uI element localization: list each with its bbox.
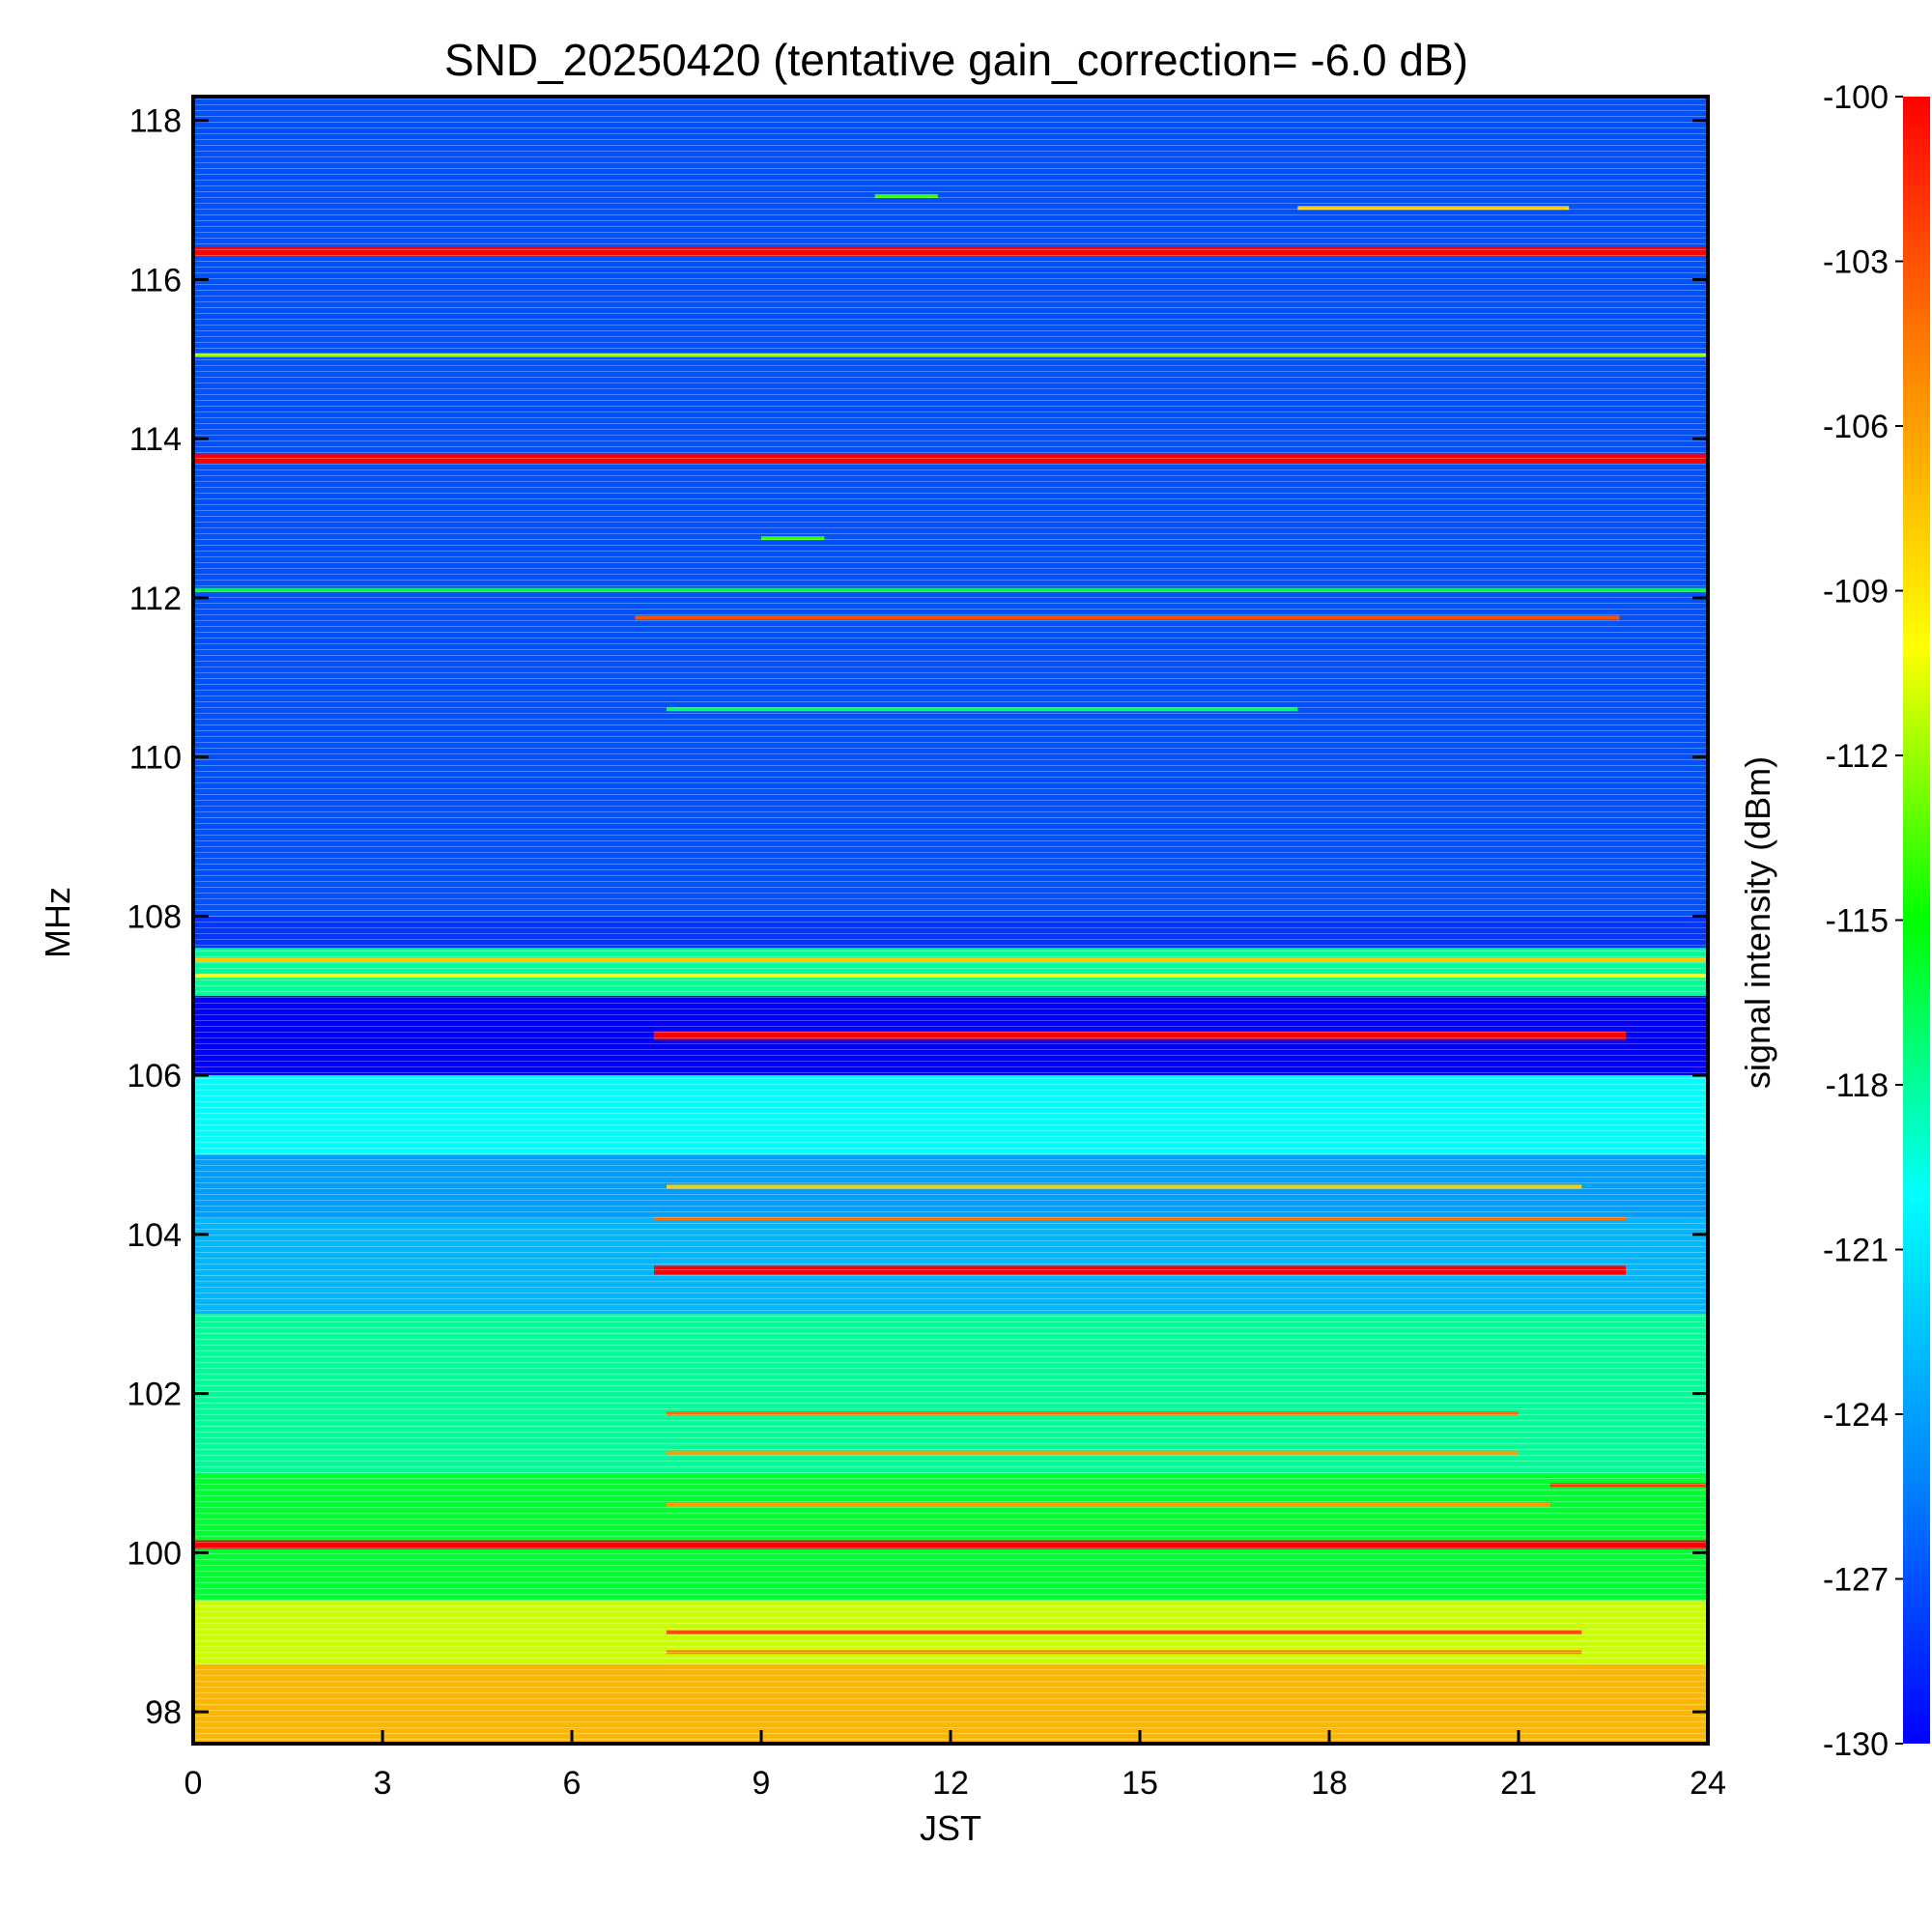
y-tick-label: 116 — [129, 262, 182, 298]
colorbar-tick-label: -109 — [1823, 574, 1889, 611]
signal-line — [761, 536, 825, 541]
signal-line — [653, 1265, 1627, 1275]
x-tick-label: 0 — [185, 1765, 203, 1802]
signal-line — [667, 1184, 1582, 1189]
signal-line — [193, 587, 1708, 592]
y-axis: 98 100 102 104 106 108 110 112 114 116 118 — [127, 103, 1708, 1731]
heatmap-band — [193, 916, 1708, 949]
y-tick-label: 114 — [129, 421, 182, 458]
signal-line — [667, 707, 1298, 712]
colorbar-tick-label: -124 — [1823, 1397, 1889, 1434]
heatmap-band — [193, 1314, 1708, 1473]
signal-line — [193, 1540, 1708, 1549]
x-axis-label: JST — [920, 1808, 981, 1848]
x-tick-label: 21 — [1500, 1765, 1537, 1802]
signal-line — [1297, 206, 1570, 211]
signal-line — [635, 615, 1620, 620]
colorbar-tick-label: -118 — [1825, 1067, 1889, 1104]
x-tick-label: 6 — [563, 1765, 582, 1802]
y-tick-label: 106 — [127, 1058, 182, 1094]
signal-line — [193, 454, 1708, 464]
y-tick-label: 108 — [127, 898, 182, 935]
colorbar-tick-label: -115 — [1825, 903, 1889, 940]
colorbar-tick-label: -100 — [1823, 79, 1889, 116]
heatmap-band — [193, 948, 1708, 996]
colorbar-tick-label: -112 — [1825, 738, 1889, 775]
y-axis-label: MHz — [38, 887, 77, 958]
signal-line — [653, 1216, 1627, 1221]
signal-line — [193, 974, 1708, 979]
signal-line — [193, 353, 1708, 357]
signal-line — [667, 1502, 1550, 1507]
signal-line — [193, 247, 1708, 257]
x-tick-label: 3 — [374, 1765, 392, 1802]
signal-line — [667, 1451, 1519, 1456]
y-tick-label: 102 — [127, 1377, 182, 1413]
x-tick-label: 12 — [932, 1765, 969, 1802]
colorbar-tick-label: -103 — [1823, 244, 1889, 281]
heatmap-area — [193, 97, 1708, 1744]
x-tick-label: 9 — [753, 1765, 771, 1802]
colorbar-tick-label: -106 — [1823, 409, 1889, 445]
signal-line — [667, 1411, 1519, 1416]
colorbar-tick-label: -130 — [1823, 1726, 1889, 1763]
signal-line — [667, 1650, 1582, 1655]
signal-line — [653, 1031, 1627, 1040]
heatmap-band — [193, 97, 1708, 917]
y-tick-label: 112 — [129, 581, 182, 617]
colorbar-tick-label: -121 — [1823, 1233, 1889, 1269]
y-tick-label: 98 — [145, 1694, 182, 1731]
colorbar-tick-label: -127 — [1823, 1562, 1889, 1599]
colorbar — [1903, 97, 1930, 1744]
signal-line — [667, 1630, 1582, 1634]
heatmap-band — [193, 1075, 1708, 1155]
x-axis: 0 3 6 9 12 15 18 21 24 — [185, 1730, 1726, 1802]
y-tick-label: 110 — [129, 740, 182, 777]
colorbar-label: signal intensity (dBm) — [1738, 756, 1777, 1089]
y-tick-label: 118 — [129, 103, 182, 140]
chart-title: SND_20250420 (tentative gain_correction=… — [444, 35, 1468, 85]
x-tick-label: 24 — [1690, 1765, 1726, 1802]
signal-line — [874, 193, 938, 198]
colorbar-axis: -100 -103 -106 -109 -112 -115 -118 -121 -124 -127… — [1823, 79, 1903, 1763]
y-tick-label: 104 — [127, 1217, 182, 1254]
heatmap-band — [193, 1472, 1708, 1601]
x-tick-label: 15 — [1122, 1765, 1158, 1802]
y-tick-label: 100 — [127, 1535, 182, 1572]
signal-line — [1549, 1483, 1708, 1488]
signal-line — [193, 957, 1708, 962]
x-tick-label: 18 — [1311, 1765, 1348, 1802]
